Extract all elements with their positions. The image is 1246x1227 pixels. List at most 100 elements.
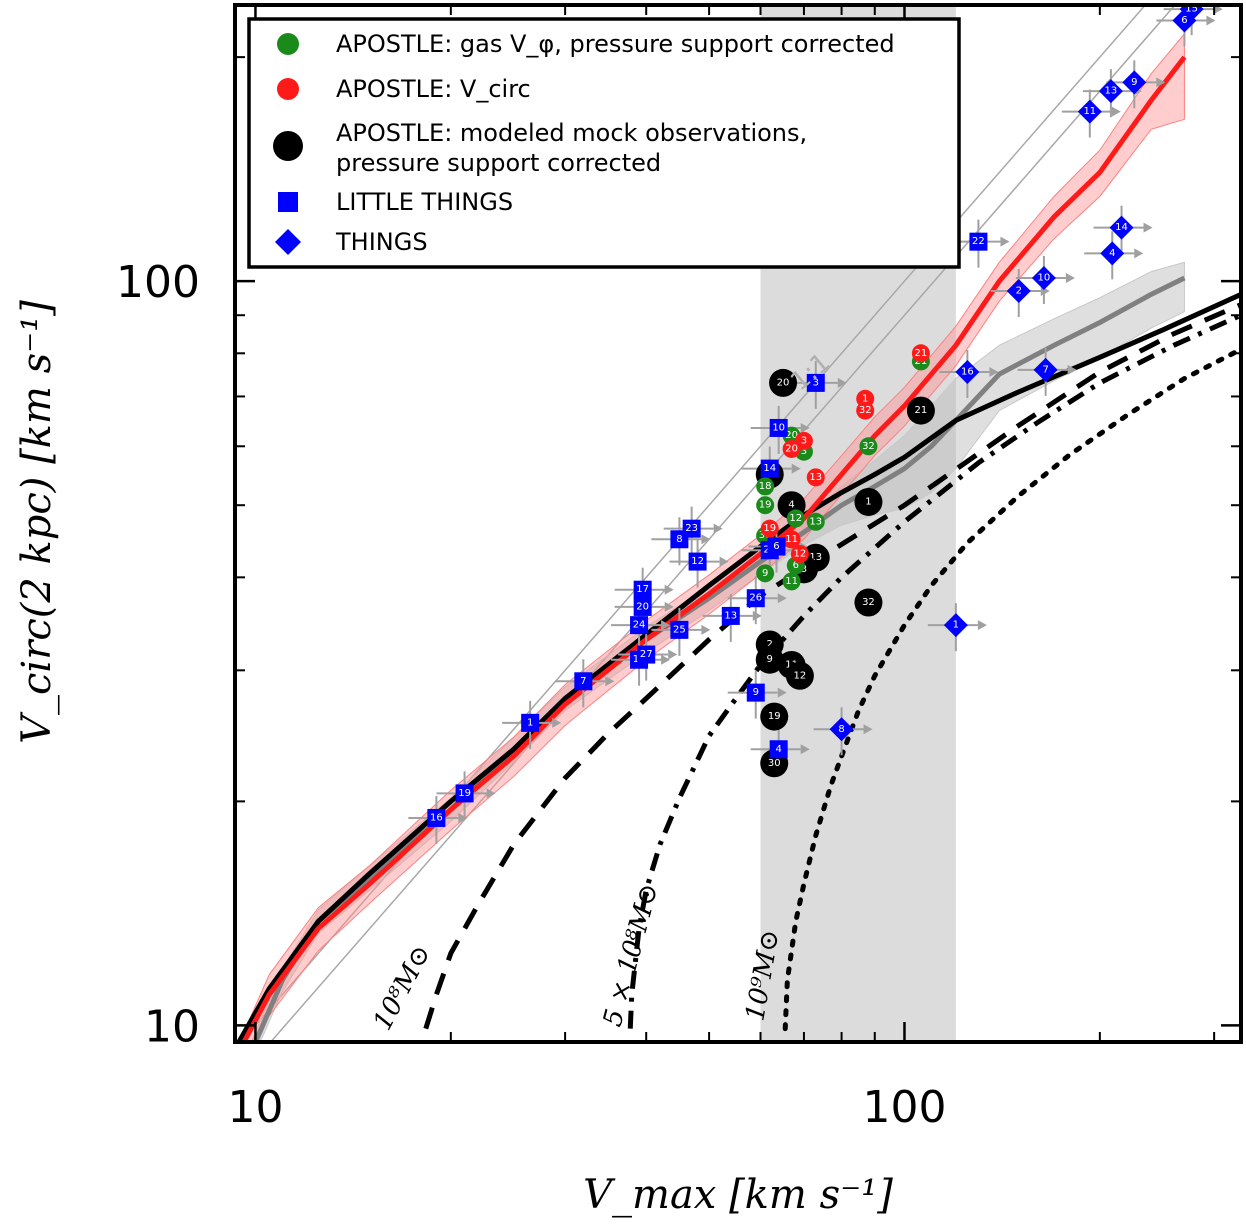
lower-limit-arrow xyxy=(661,620,671,631)
point-label: 3 xyxy=(801,435,807,446)
lower-limit-arrow xyxy=(552,717,562,728)
point-label: 6 xyxy=(793,560,799,571)
little-things-point xyxy=(746,589,765,608)
point-label: 21 xyxy=(915,405,928,416)
things-point xyxy=(1077,99,1102,124)
legend-marker-vcirc xyxy=(277,78,299,100)
x-tick-label: 10 xyxy=(227,1082,283,1133)
red-scatter-band xyxy=(243,32,1185,1042)
point-label: 8 xyxy=(838,724,844,735)
point-label: 25 xyxy=(673,624,686,635)
lower-limit-arrow xyxy=(777,593,787,604)
lower-limit-arrow xyxy=(1156,77,1166,88)
gas-vphi-point xyxy=(859,437,878,456)
little-things-point xyxy=(746,683,765,702)
things-point xyxy=(1109,215,1134,240)
point-label: 23 xyxy=(685,523,698,534)
lower-limit-arrow xyxy=(701,624,711,635)
point-label: 6 xyxy=(1181,15,1187,26)
legend-marker-mock xyxy=(273,131,303,161)
one-to-one-offset-line xyxy=(269,5,1176,1042)
lower-limit-arrow xyxy=(989,367,999,378)
gas-vphi-point xyxy=(786,509,805,528)
legend-marker-little-things xyxy=(278,192,298,212)
lower-limit-arrow xyxy=(486,788,496,799)
point-label: 24 xyxy=(633,620,646,631)
mock-observation-point xyxy=(854,487,883,516)
mass-curve-1e8 xyxy=(423,302,1241,1030)
point-label: 14 xyxy=(763,463,776,474)
lower-limit-arrow xyxy=(661,654,671,665)
lower-limit-arrow xyxy=(1000,236,1010,247)
little-things-point xyxy=(455,784,474,803)
little-things-point xyxy=(633,580,652,599)
little-things-point xyxy=(637,645,656,664)
little-things-point xyxy=(633,597,652,616)
grey-median-line xyxy=(252,275,1186,1042)
vcirc-point xyxy=(806,468,825,487)
point-label: 16 xyxy=(430,812,443,823)
lower-limit-arrow xyxy=(719,556,729,567)
little-things-point xyxy=(969,232,988,251)
point-label: 13 xyxy=(809,472,822,483)
point-label: 12 xyxy=(794,670,807,681)
lower-limit-arrow xyxy=(800,422,810,433)
mass-label-5e8: 5 × 10⁸M⊙ xyxy=(598,880,665,1030)
x-tick-label: 100 xyxy=(862,1082,946,1133)
legend-box xyxy=(247,17,961,269)
point-label: 13 xyxy=(724,610,737,621)
little-things-point xyxy=(760,459,779,478)
point-label: 12 xyxy=(691,556,704,567)
point-label: 19 xyxy=(759,500,772,511)
point-label: 7 xyxy=(1042,364,1048,375)
gas-vphi-point xyxy=(782,572,801,591)
lower-limit-arrow xyxy=(777,687,787,698)
point-label: 13 xyxy=(809,552,822,563)
point-label: 20 xyxy=(785,430,798,441)
mock-observation-point xyxy=(785,661,814,690)
things-point xyxy=(1100,241,1125,266)
point-label: 32 xyxy=(862,441,875,452)
vcirc-point xyxy=(760,519,779,538)
things-point xyxy=(1122,70,1147,95)
mass-curve-5e8 xyxy=(627,312,1241,1029)
lower-limit-arrow xyxy=(1111,106,1121,117)
lower-limit-arrow xyxy=(977,620,987,631)
legend-label-vcirc: APOSTLE: V_circ xyxy=(336,75,531,103)
point-label: 3 xyxy=(801,564,807,575)
little-things-point xyxy=(721,606,740,625)
things-point xyxy=(829,717,854,742)
point-label: 9 xyxy=(1131,77,1137,88)
legend-label-mock-2: pressure support corrected xyxy=(336,149,661,177)
lower-limit-arrow xyxy=(1067,364,1077,375)
black-median-line xyxy=(236,292,1241,1042)
point-label: 19 xyxy=(458,788,471,799)
lower-limit-arrow xyxy=(837,377,847,388)
lower-limit-arrow xyxy=(1143,222,1153,233)
mock-observation-point xyxy=(906,396,935,425)
point-label: 11 xyxy=(785,576,798,587)
lower-limit-arrow xyxy=(1134,248,1144,259)
point-label: 32 xyxy=(862,597,875,608)
point-label: 10 xyxy=(772,422,785,433)
legend-label-mock: APOSTLE: modeled mock observations, xyxy=(336,119,807,147)
lower-limit-arrow xyxy=(664,601,674,612)
point-label: 1 xyxy=(862,393,868,404)
point-label: 30 xyxy=(768,758,781,769)
little-things-point xyxy=(767,537,786,556)
things-point xyxy=(1031,265,1056,290)
legend-marker-things xyxy=(275,229,301,255)
point-label: 6 xyxy=(773,541,779,552)
lower-limit-arrow xyxy=(791,463,801,474)
point-label: 1 xyxy=(953,620,959,631)
point-label: 11 xyxy=(1083,106,1096,117)
lower-limit-arrow xyxy=(605,676,615,687)
y-tick-label: 100 xyxy=(116,257,200,308)
point-label: 19 xyxy=(763,523,776,534)
mock-observation-point xyxy=(769,368,798,397)
vcirc-point xyxy=(911,344,930,363)
gas-vphi-point xyxy=(756,496,775,515)
point-label: 20 xyxy=(785,443,798,454)
point-label: 12 xyxy=(794,548,807,559)
point-label: 2 xyxy=(1016,286,1022,297)
